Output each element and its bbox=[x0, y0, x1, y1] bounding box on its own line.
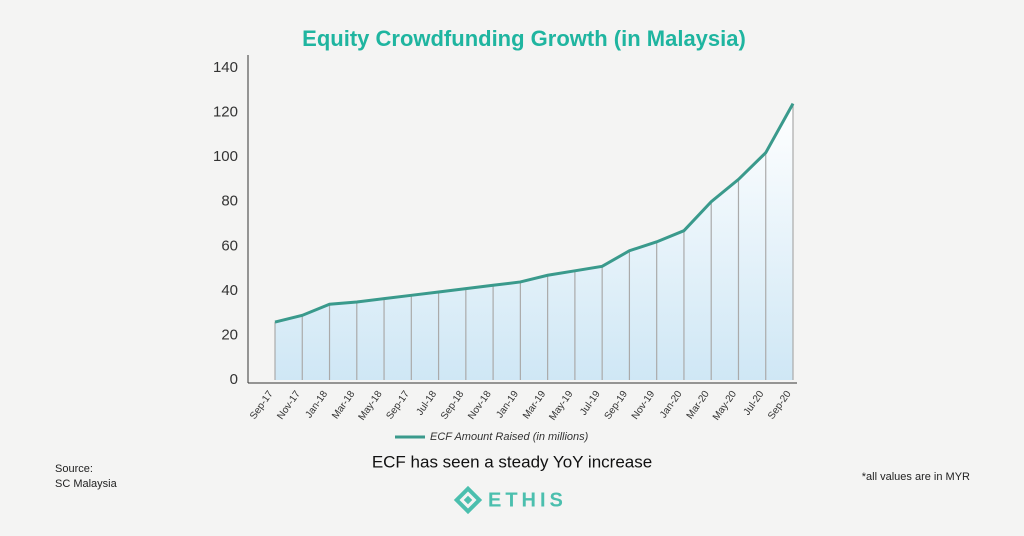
x-tick-label: Sep-17 bbox=[384, 389, 412, 422]
y-tick-label: 80 bbox=[221, 193, 238, 210]
x-tick-label: Jul-20 bbox=[742, 389, 767, 418]
x-tick-label: May-18 bbox=[357, 389, 385, 423]
y-tick-label: 40 bbox=[221, 282, 238, 299]
x-tick-label: Sep-17 bbox=[248, 389, 276, 422]
logo-icon bbox=[453, 485, 483, 515]
x-tick-label: Sep-19 bbox=[603, 389, 631, 422]
y-tick-label: 0 bbox=[230, 371, 238, 388]
x-tick-label: Mar-19 bbox=[521, 389, 548, 422]
x-tick-label: Jul-18 bbox=[415, 389, 440, 418]
caption: ECF has seen a steady YoY increase bbox=[372, 452, 652, 471]
x-tick-label: Jan-20 bbox=[658, 389, 685, 421]
y-tick-label: 140 bbox=[213, 59, 238, 76]
line bbox=[274, 102, 795, 324]
y-tick-label: 120 bbox=[213, 104, 238, 121]
x-tick-label: Jan-18 bbox=[304, 389, 331, 421]
x-tick-label: May-20 bbox=[711, 389, 739, 423]
x-tick-label: Mar-20 bbox=[685, 389, 712, 422]
x-tick-label: Nov-18 bbox=[466, 389, 494, 422]
x-tick-label: Sep-18 bbox=[439, 389, 467, 422]
x-tick-label: May-19 bbox=[547, 389, 575, 423]
x-tick-label: Nov-19 bbox=[630, 389, 658, 422]
source-name: SC Malaysia bbox=[55, 478, 118, 490]
logo: ETHIS bbox=[488, 489, 567, 511]
y-tick-label: 100 bbox=[213, 148, 238, 165]
x-tick-label: Jan-19 bbox=[494, 389, 521, 421]
x-tick-label: Jul-19 bbox=[578, 389, 603, 418]
x-tick-label: Sep-20 bbox=[766, 389, 794, 422]
x-tick-label: Nov-17 bbox=[275, 389, 303, 422]
y-tick-label: 60 bbox=[221, 237, 238, 254]
chart-title: Equity Crowdfunding Growth (in Malaysia) bbox=[302, 26, 746, 51]
source-label: Source: bbox=[55, 463, 93, 475]
y-tick-label: 20 bbox=[221, 326, 238, 343]
area bbox=[275, 103, 793, 381]
note: *all values are in MYR bbox=[862, 471, 970, 483]
x-tick-label: Mar-18 bbox=[330, 389, 357, 422]
legend-label: ECF Amount Raised (in millions) bbox=[430, 431, 589, 443]
